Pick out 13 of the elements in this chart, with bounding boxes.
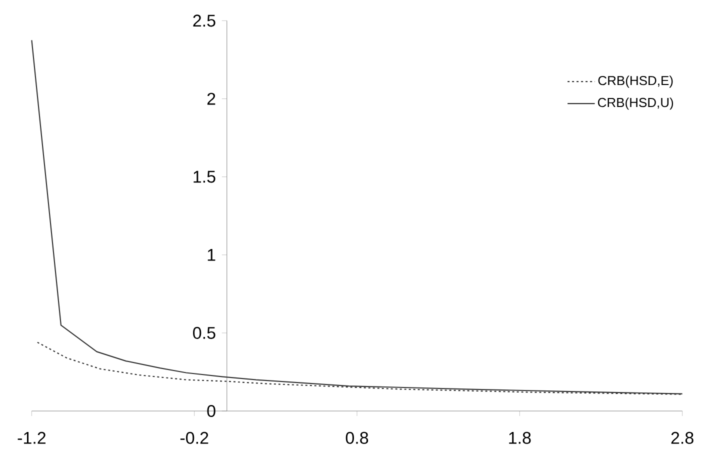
y-tick-label: 1.5: [194, 170, 216, 183]
legend-label: CRB(HSD,E): [598, 76, 673, 88]
y-tick-label: 2.5: [193, 14, 216, 27]
x-tick-label: -0.2: [180, 432, 208, 444]
y-tick-label: 2: [207, 92, 216, 105]
x-tick-label: 0.8: [346, 432, 368, 444]
y-tick-label: 0.5: [193, 326, 216, 339]
y-tick-label: 0: [207, 404, 216, 418]
x-tick-label: 1.8: [509, 432, 531, 444]
x-tick-label: -1.2: [18, 432, 46, 444]
y-tick-label: 1: [208, 249, 216, 261]
legend-label: CRB(HSD,U): [598, 98, 674, 110]
x-tick-label: 2.8: [671, 432, 694, 444]
